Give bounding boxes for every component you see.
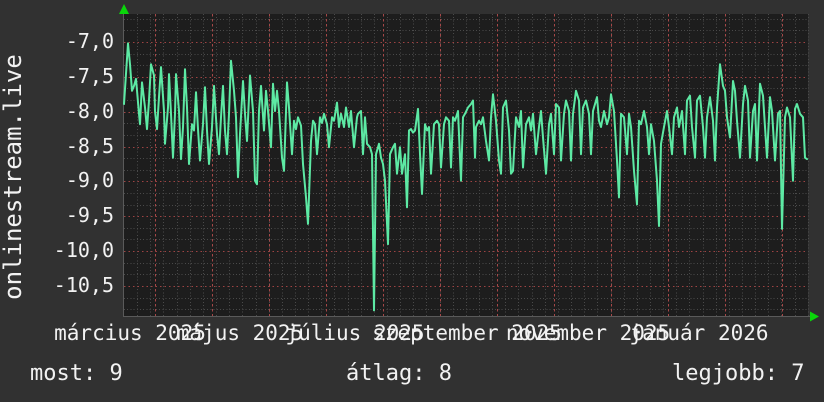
stat-best: legjobb: 7 bbox=[672, 361, 805, 386]
y-axis-tick-label: -9,0 bbox=[65, 168, 114, 193]
y-axis-tick-label: -8,5 bbox=[65, 133, 114, 158]
x-axis-tick-label: november 2025 bbox=[505, 321, 671, 345]
x-axis-tick-label: május 2025 bbox=[176, 321, 304, 345]
stat-current: most: 9 bbox=[30, 361, 123, 386]
y-axis-tick-label: -10,0 bbox=[53, 238, 114, 263]
x-axis-tick-label: július 2025 bbox=[285, 321, 425, 345]
stat-average: átlag: 8 bbox=[346, 361, 452, 386]
y-axis-tick-label: -8,0 bbox=[65, 98, 114, 123]
y-axis-tick-label: -7,5 bbox=[65, 63, 114, 88]
x-axis-tick-label: szeptember 2025 bbox=[372, 321, 562, 345]
y-axis-tick-label: -7,0 bbox=[65, 29, 114, 53]
x-axis-tick-label: január 2026 bbox=[629, 321, 769, 345]
x-axis-tick-label: március 2025 bbox=[54, 321, 206, 345]
axis-arrow-right-icon bbox=[810, 311, 819, 322]
series-line bbox=[123, 42, 808, 312]
y-axis-tick-label: -10,5 bbox=[53, 272, 114, 297]
axis-arrow-up-icon bbox=[119, 4, 129, 14]
y-axis-tick-label: -9,5 bbox=[65, 203, 114, 228]
